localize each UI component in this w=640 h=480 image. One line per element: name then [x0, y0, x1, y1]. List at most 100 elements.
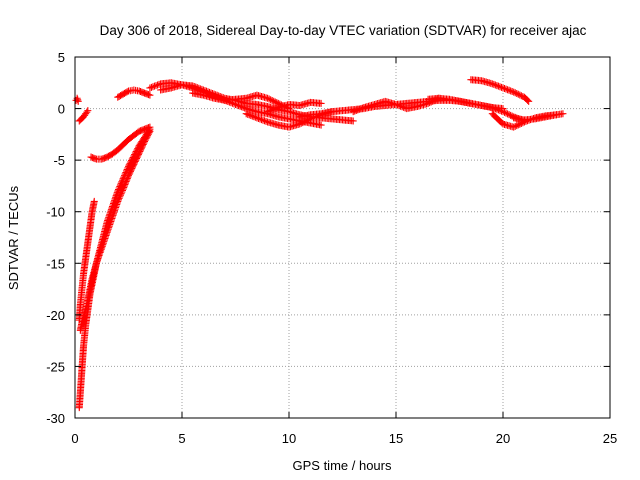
data-point: [123, 88, 131, 96]
data-point: [354, 106, 362, 114]
data-point: [129, 153, 137, 161]
data-point: [493, 105, 501, 113]
data-point: [511, 122, 519, 130]
data-point: [257, 116, 265, 124]
data-point: [317, 99, 325, 107]
data-point: [131, 149, 139, 157]
data-point: [242, 110, 250, 118]
data-point: [123, 165, 131, 173]
y-tick-label: -25: [46, 359, 65, 374]
data-point: [559, 110, 567, 118]
data-point: [357, 105, 365, 113]
data-point: [514, 90, 522, 98]
data-point: [490, 80, 498, 88]
data-point: [131, 151, 139, 159]
data-point: [496, 83, 504, 91]
data-point: [254, 114, 262, 122]
y-tick-label: -20: [46, 308, 65, 323]
data-point: [244, 110, 252, 118]
data-point: [349, 108, 357, 116]
data-point: [553, 111, 560, 119]
data-point: [145, 127, 153, 135]
data-point: [134, 145, 142, 153]
data-point: [193, 84, 201, 92]
x-tick-label: 5: [178, 431, 185, 446]
x-tick-label: 15: [389, 431, 403, 446]
data-point: [501, 85, 509, 93]
data-point: [513, 90, 521, 98]
data-point: [116, 181, 124, 189]
data-point: [116, 182, 124, 190]
data-point: [121, 170, 129, 178]
data-point: [190, 82, 198, 90]
data-point: [510, 88, 518, 96]
data-point: [247, 111, 255, 119]
data-point: [268, 96, 276, 104]
data-point: [296, 120, 304, 128]
x-tick-label: 25: [603, 431, 617, 446]
data-point: [510, 123, 518, 131]
data-point: [120, 172, 128, 180]
data-point: [118, 178, 126, 186]
data-point: [300, 118, 308, 126]
data-point: [251, 113, 259, 121]
data-point: [504, 110, 512, 118]
data-point: [488, 80, 496, 88]
data-point: [117, 179, 125, 187]
data-point: [259, 116, 267, 124]
data-point: [494, 106, 502, 114]
axis-ticks: 0 5 10 15 20 25 -30 -25 -20 -15 -10 -5 0 5: [46, 50, 617, 446]
data-point: [192, 83, 200, 91]
data-point: [125, 162, 132, 170]
data-point: [114, 186, 122, 194]
data-point: [351, 107, 359, 115]
y-tick-label: -10: [46, 205, 65, 220]
y-axis-label: SDTVAR / TECUs: [6, 185, 21, 290]
data-point: [122, 169, 130, 177]
data-point: [130, 152, 138, 160]
data-point: [120, 173, 128, 181]
data-point: [504, 86, 512, 94]
data-point: [267, 96, 275, 104]
data-point: [126, 159, 134, 167]
data-point: [273, 104, 281, 112]
data-point: [501, 108, 509, 116]
x-tick-label: 10: [282, 431, 296, 446]
data-point: [154, 81, 162, 89]
data-point: [189, 82, 197, 90]
data-point: [248, 112, 256, 120]
y-tick-label: -15: [46, 256, 65, 271]
data-point: [155, 80, 163, 88]
data-point: [400, 103, 408, 111]
data-point: [352, 106, 360, 114]
data-point: [262, 117, 270, 125]
data-point: [349, 117, 357, 125]
data-point: [83, 108, 91, 116]
data-point: [355, 105, 363, 113]
data-point: [271, 98, 279, 106]
data-point: [114, 187, 122, 195]
data-point: [128, 156, 136, 164]
data-point: [147, 83, 155, 91]
data-point: [118, 176, 126, 184]
data-point: [496, 106, 504, 114]
data-point: [358, 104, 366, 112]
data-point: [90, 197, 98, 205]
data-point: [250, 113, 258, 121]
data-point: [507, 87, 515, 95]
data-point: [395, 102, 403, 110]
data-point: [499, 108, 507, 116]
data-point: [264, 108, 272, 116]
data-point: [125, 161, 133, 169]
data-point: [497, 83, 505, 91]
data-point: [508, 87, 516, 95]
data-point: [297, 119, 305, 127]
data-point: [124, 164, 132, 172]
data-point: [488, 104, 496, 112]
y-tick-label: -5: [53, 153, 65, 168]
data-point: [511, 89, 519, 97]
data-point: [516, 91, 524, 99]
x-tick-label: 0: [71, 431, 78, 446]
data-point: [195, 84, 203, 92]
